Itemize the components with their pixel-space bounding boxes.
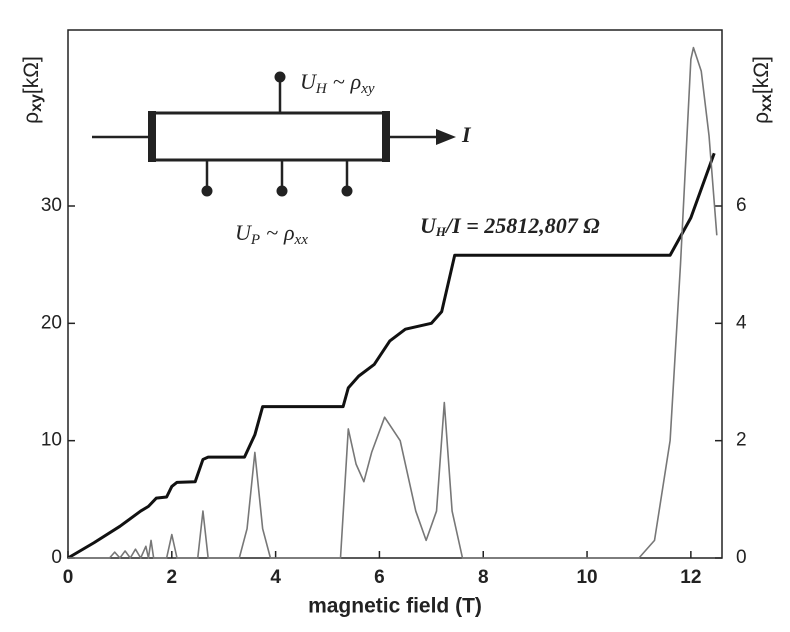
annotation: UP ~ ρxx xyxy=(235,220,308,248)
x-tick-label: 12 xyxy=(680,567,701,588)
annotation-text: ~ xyxy=(333,69,345,94)
annotation: UH/I = 25812,807 Ω xyxy=(420,213,600,239)
y-axis-label-part: xy xyxy=(28,94,45,112)
sample xyxy=(148,111,390,162)
probe-dot xyxy=(276,185,288,197)
probe-dot xyxy=(341,185,353,197)
y2-tick-label: 2 xyxy=(736,430,747,451)
plot-frame xyxy=(67,29,723,559)
annotation-text: xx xyxy=(294,232,309,248)
y-tick-label: 30 xyxy=(41,195,62,216)
y-axis-label-part: ρ xyxy=(20,112,43,124)
y2-axis-label-part: xx xyxy=(758,94,775,112)
annotation: UH ~ ρxy xyxy=(300,69,375,97)
y2-tick-label: 4 xyxy=(736,312,747,333)
y-tick-label: 20 xyxy=(41,312,62,333)
annotation-text: P xyxy=(250,232,260,248)
annotation-text: H xyxy=(435,224,447,239)
x-tick-label: 0 xyxy=(63,567,74,588)
annotation-text: U xyxy=(420,213,437,238)
annotation-text: H xyxy=(315,81,328,97)
x-tick-label: 6 xyxy=(374,567,385,588)
x-axis-label: magnetic field (T) xyxy=(308,595,482,618)
y-axis-label-part: [kΩ] xyxy=(20,56,43,94)
annotation: I xyxy=(461,122,472,147)
y2-tick-label: 6 xyxy=(736,195,747,216)
contact-right xyxy=(382,111,390,162)
contact-left xyxy=(148,111,156,162)
y2-axis-label-part: ρ xyxy=(750,112,773,124)
annotation-text: U xyxy=(235,220,253,245)
x-tick-label: 2 xyxy=(167,567,178,588)
y-axis-label: ρxy[kΩ] xyxy=(20,56,46,124)
x-tick-label: 10 xyxy=(576,567,597,588)
y-tick-label: 0 xyxy=(51,547,62,568)
annotation-text: ~ xyxy=(266,220,278,245)
y2-axis-label-part: [kΩ] xyxy=(750,56,773,94)
annotation-text: /I = 25812,807 Ω xyxy=(444,213,600,238)
y-tick-label: 10 xyxy=(41,430,62,451)
annotation-text: I xyxy=(461,122,472,147)
data-line xyxy=(67,152,716,560)
y2-axis-label: ρxx[kΩ] xyxy=(750,56,776,124)
annotation-text: ρ xyxy=(283,220,295,245)
x-tick-label: 4 xyxy=(270,567,281,588)
annotation-text: xy xyxy=(360,81,375,97)
x-tick-label: 8 xyxy=(478,567,489,588)
annotation-text: U xyxy=(300,69,318,94)
probe-dot xyxy=(274,71,286,83)
data-line xyxy=(68,46,718,559)
probe-dot xyxy=(201,185,213,197)
arrow-head xyxy=(436,129,456,145)
annotation-text: ρ xyxy=(350,69,362,94)
y2-tick-label: 0 xyxy=(736,547,747,568)
inset-diagram xyxy=(92,71,456,197)
